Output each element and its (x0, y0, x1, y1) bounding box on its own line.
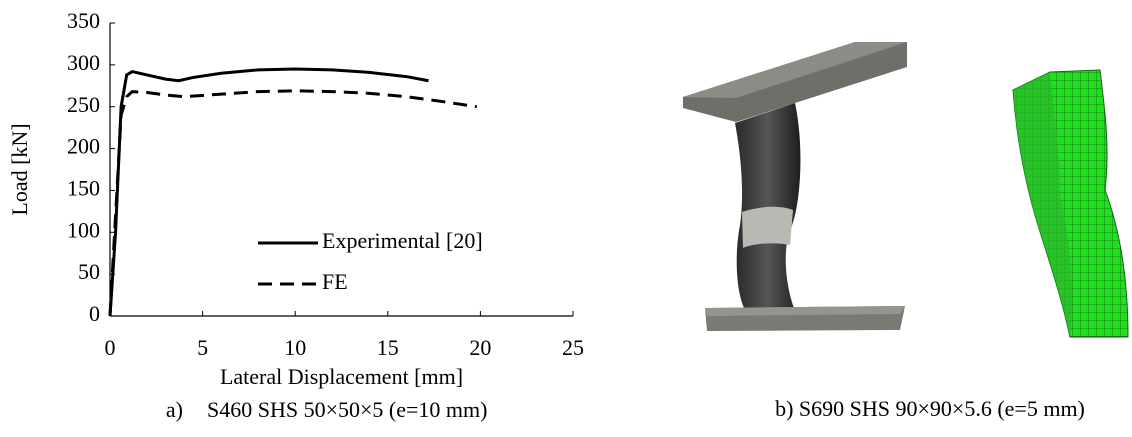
y-tick-label: 50 (78, 259, 100, 284)
x-axis-label: Lateral Displacement [mm] (220, 364, 463, 389)
legend-label: Experimental [20] (322, 228, 483, 253)
y-tick-label: 0 (89, 301, 100, 326)
figure: a) S460 SHS 50×50×5 (e=10 mm) b) S690 SH… (0, 0, 1132, 437)
x-tick-label: 20 (469, 335, 491, 360)
series-line (110, 69, 429, 316)
x-tick-label: 25 (562, 335, 584, 360)
y-tick-label: 150 (67, 175, 100, 200)
x-tick-label: 10 (284, 335, 306, 360)
x-tick-label: 15 (377, 335, 399, 360)
y-tick-label: 300 (67, 50, 100, 75)
x-tick-label: 5 (197, 335, 208, 360)
specimen-photo (683, 42, 907, 331)
fe-model (1013, 70, 1128, 337)
y-tick-label: 250 (67, 92, 100, 117)
caption-b: b) S690 SHS 90×90×5.6 (e=5 mm) (775, 396, 1085, 421)
y-tick-label: 100 (67, 217, 100, 242)
caption-a-label: a) (166, 397, 183, 422)
y-tick-label: 350 (67, 8, 100, 33)
series-line (110, 91, 477, 316)
x-tick-label: 0 (105, 335, 116, 360)
caption-a-text: S460 SHS 50×50×5 (e=10 mm) (207, 397, 487, 422)
legend-label: FE (322, 269, 348, 294)
y-axis-label: Load [kN] (7, 123, 32, 215)
y-tick-label: 200 (67, 134, 100, 159)
